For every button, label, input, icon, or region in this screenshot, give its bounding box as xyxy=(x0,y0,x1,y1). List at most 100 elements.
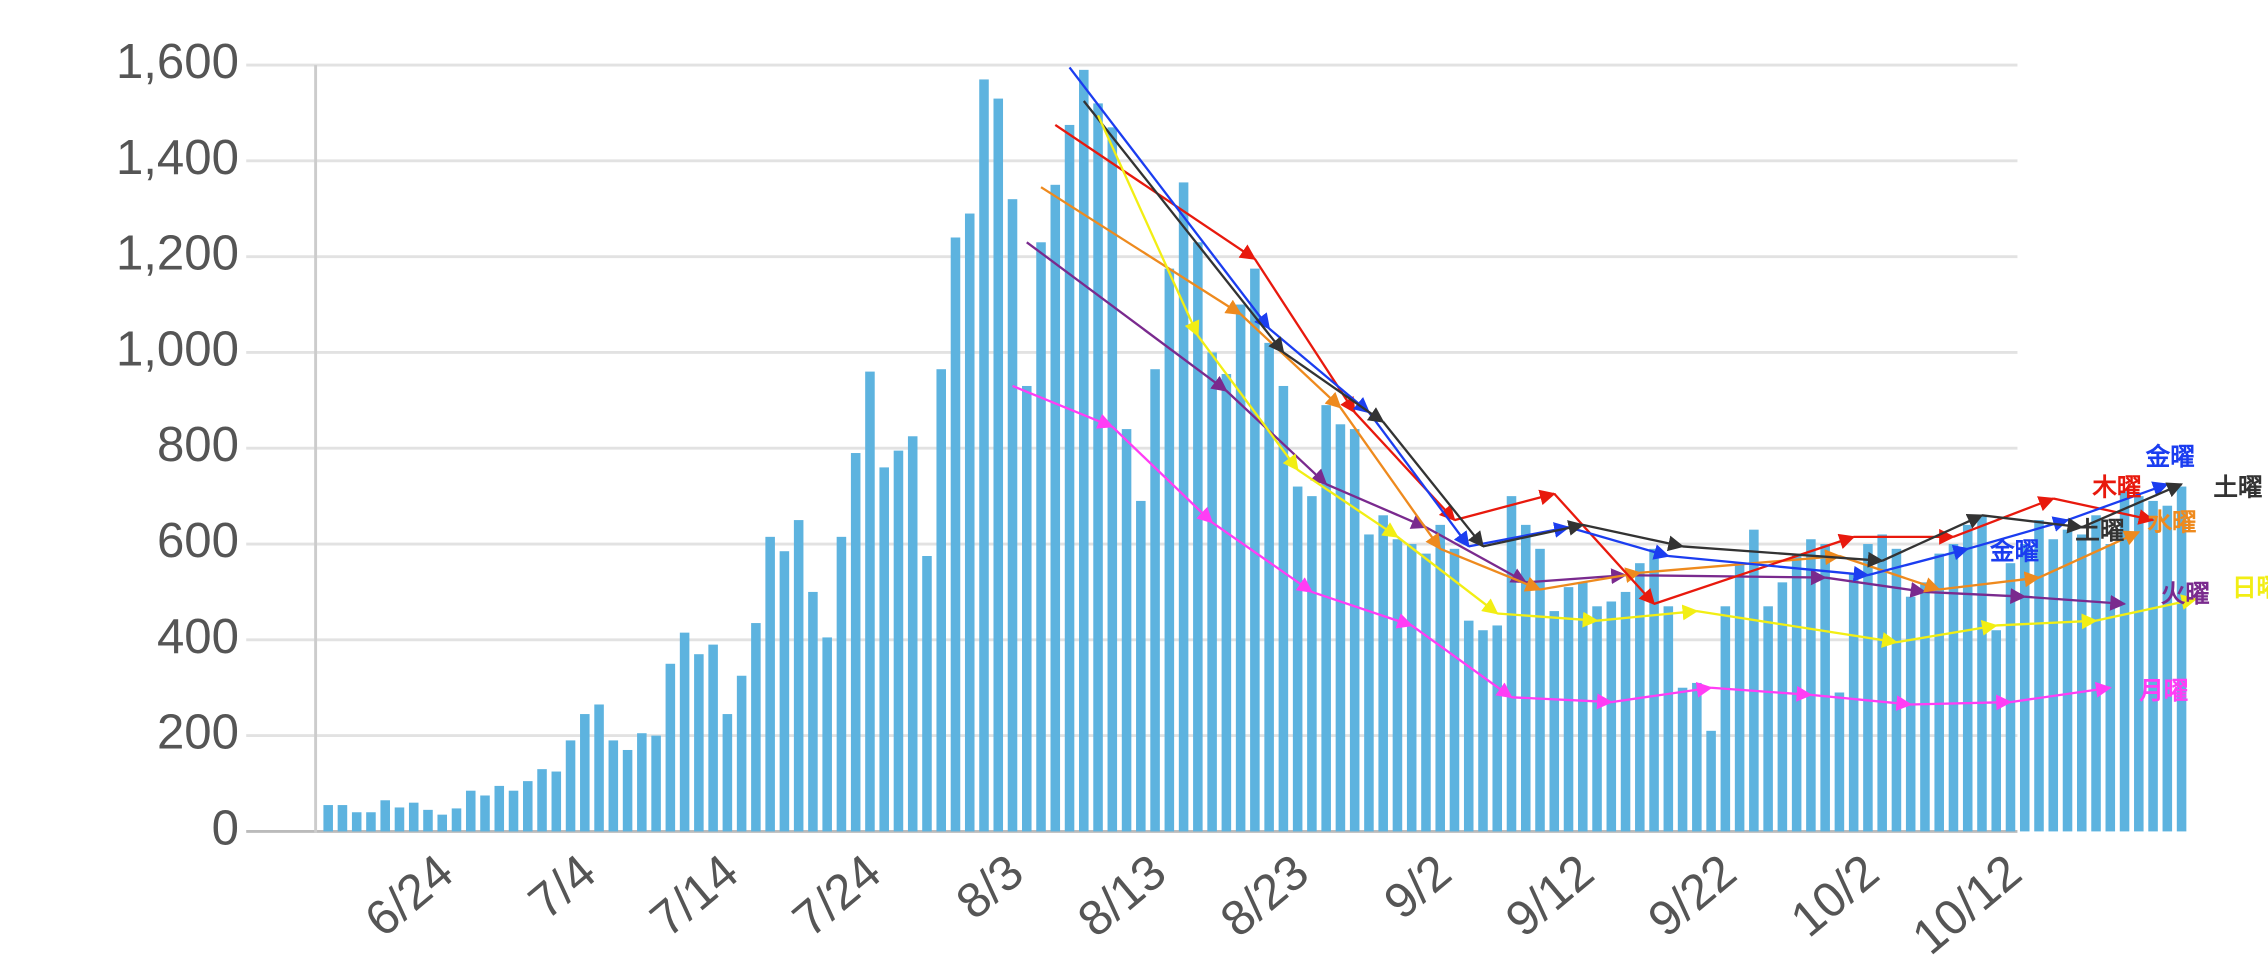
bar xyxy=(1848,572,1859,832)
series-end-label: 日曜 xyxy=(2232,573,2268,602)
bar xyxy=(1250,268,1260,832)
weekday-line-segment xyxy=(1639,549,1841,574)
weekday-line-segment xyxy=(2010,681,2112,704)
bar xyxy=(836,536,847,832)
bar xyxy=(1863,544,1873,832)
bar xyxy=(1150,369,1160,832)
bar xyxy=(979,79,989,832)
series-end-label: 金曜 xyxy=(2145,442,2195,471)
series-end-label: 月曜 xyxy=(2138,676,2188,705)
bar xyxy=(1349,429,1360,832)
y-tick-label: 1,400 xyxy=(116,130,239,185)
bar xyxy=(1307,496,1317,832)
bar xyxy=(1891,548,1902,832)
bar xyxy=(1606,601,1617,832)
bar xyxy=(1036,242,1046,832)
weekday-line-segment xyxy=(1967,516,2070,550)
bar xyxy=(1720,606,1731,832)
bar xyxy=(2005,563,2016,832)
bar xyxy=(1620,591,1631,832)
bar xyxy=(523,781,533,832)
bar xyxy=(1520,524,1531,832)
bar xyxy=(637,733,647,832)
weekday-line-segment xyxy=(1368,411,1470,548)
bar xyxy=(1221,373,1232,832)
bar xyxy=(1905,596,1916,832)
series-mid-label: 土曜 xyxy=(2075,516,2124,545)
bar xyxy=(1064,124,1075,832)
bar xyxy=(580,714,590,832)
bar xyxy=(1463,620,1474,832)
y-tick-label: 800 xyxy=(157,417,239,472)
weekday-line-segment xyxy=(1111,425,1214,524)
weekday-line-segment xyxy=(1196,334,1299,472)
weekday-line-segment xyxy=(2053,497,2155,525)
bar xyxy=(1777,582,1788,832)
bar xyxy=(1763,606,1773,832)
bar xyxy=(408,802,419,832)
weekday-line-segment xyxy=(1867,544,1970,577)
series-mid-label: 金曜 xyxy=(1989,536,2039,565)
bar xyxy=(950,237,961,832)
weekday-line-segment xyxy=(1325,483,1428,529)
series-end-label: 火曜 xyxy=(2161,579,2210,608)
bar xyxy=(394,807,405,832)
bar xyxy=(722,714,733,832)
bar xyxy=(893,450,904,832)
weekday-line-segment xyxy=(1696,609,1899,648)
bar xyxy=(2019,544,2030,832)
weekday-line-segment xyxy=(1924,588,2027,604)
weekday-line-segment xyxy=(1525,568,1628,585)
y-tick-label: 200 xyxy=(157,705,239,760)
bar xyxy=(2048,539,2059,832)
bar xyxy=(822,637,832,832)
bar xyxy=(1050,184,1061,832)
bar xyxy=(922,556,932,832)
weekday-line-segment xyxy=(1097,114,1200,338)
bar xyxy=(1364,534,1374,832)
bar xyxy=(1962,524,1973,832)
weekday-line-segment xyxy=(1026,241,1228,392)
bar xyxy=(2119,491,2130,832)
bar xyxy=(1435,524,1445,832)
bar xyxy=(1535,548,1545,832)
bar xyxy=(850,453,861,832)
bar xyxy=(1264,342,1274,832)
weekday-line-segment xyxy=(1981,514,2084,534)
series-end-label: 土曜 xyxy=(2213,472,2262,501)
bar xyxy=(465,790,476,832)
bar xyxy=(1292,486,1303,832)
bar xyxy=(565,740,576,832)
bar xyxy=(1549,611,1560,832)
bar xyxy=(1335,424,1346,832)
bar xyxy=(1449,548,1460,832)
bar xyxy=(1421,553,1431,832)
bar xyxy=(1663,606,1674,832)
bar xyxy=(765,536,775,832)
bar xyxy=(1877,534,1887,832)
bar xyxy=(2091,515,2101,832)
bar xyxy=(1406,544,1417,832)
bar xyxy=(1278,385,1289,832)
weekday-line-segment xyxy=(1810,693,1913,712)
bar xyxy=(1592,606,1602,832)
bar xyxy=(337,805,348,832)
bar xyxy=(2062,529,2073,832)
bar xyxy=(1392,539,1403,832)
bar xyxy=(1492,625,1503,832)
weekday-line-segment xyxy=(2067,481,2169,522)
bar xyxy=(1506,496,1517,832)
bar xyxy=(1563,587,1574,832)
weekday-line-segment xyxy=(1396,535,1499,615)
weekday-line-segment xyxy=(1996,613,2098,630)
bar xyxy=(537,769,547,832)
bar xyxy=(2176,486,2187,832)
weekday-line-segment xyxy=(1454,489,1556,522)
weekday-line-segment xyxy=(1225,389,1328,486)
weekday-line-segment xyxy=(1682,545,1884,568)
bar xyxy=(2034,520,2044,832)
weekday-line-segment xyxy=(1339,406,1442,551)
weekday-line-segment xyxy=(2038,530,2141,579)
